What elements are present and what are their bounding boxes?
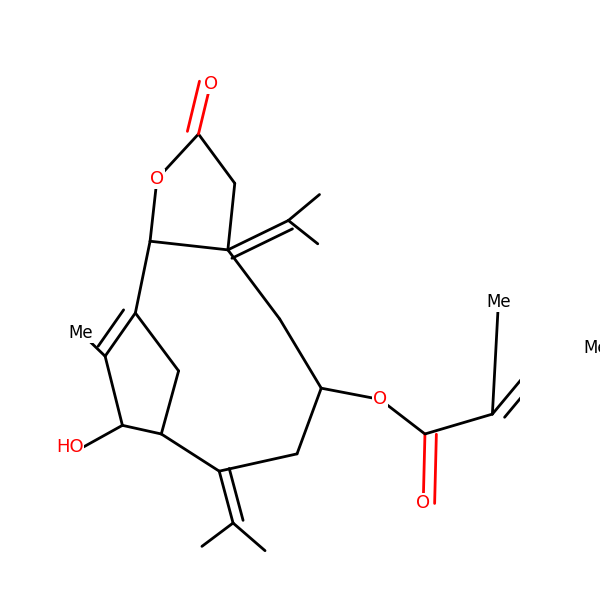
Text: Me: Me [584, 338, 600, 356]
Text: O: O [416, 494, 430, 512]
Text: O: O [150, 170, 164, 188]
Text: Me: Me [486, 293, 511, 311]
Text: Me: Me [68, 324, 93, 342]
Text: HO: HO [56, 438, 83, 456]
Text: O: O [203, 75, 218, 93]
Text: O: O [373, 391, 387, 409]
